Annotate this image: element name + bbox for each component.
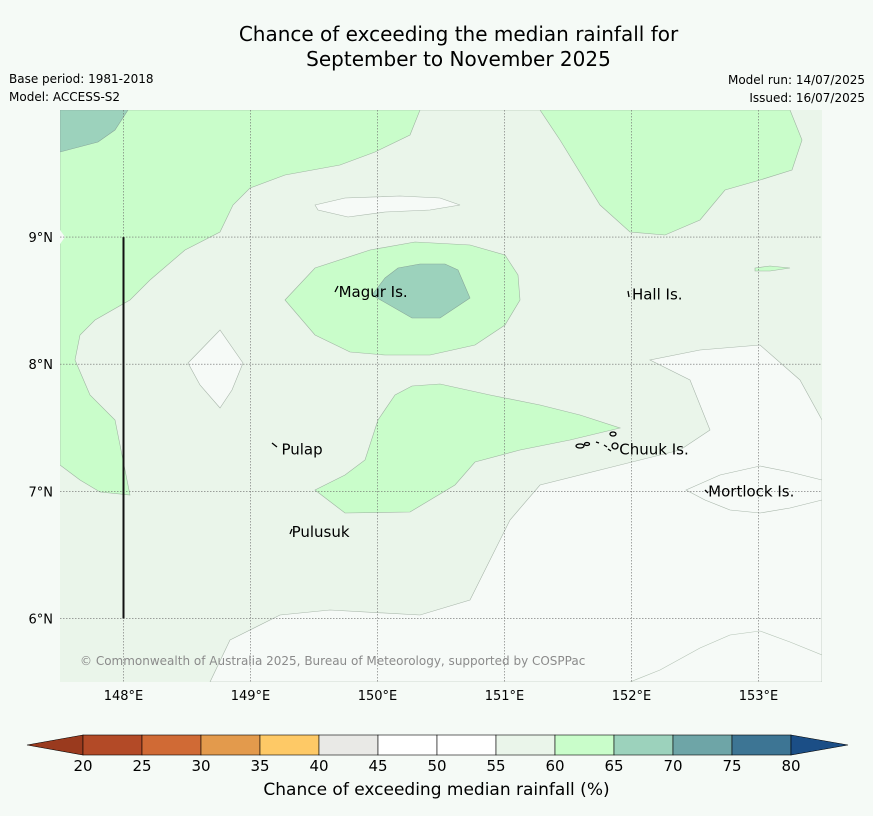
colorbar-tick: 75 [722,757,742,775]
colorbar-tick: 70 [663,757,683,775]
place-label: Hall Is. [632,285,683,303]
colorbar-tick: 30 [191,757,211,775]
map-title: Chance of exceeding the median rainfall … [0,22,873,72]
title-line-1: Chance of exceeding the median rainfall … [238,22,679,46]
colorbar-tick: 60 [545,757,565,775]
place-label: Pulap [281,440,322,458]
field-60-65-sliver [754,265,791,272]
copyright-text: © Commonwealth of Australia 2025, Bureau… [80,654,585,668]
field-65-70-magur [371,263,471,319]
island-magur [334,285,339,293]
field-45-55-mortlock [685,465,822,514]
colorbar-segment [731,734,792,756]
colorbar-segment [436,734,497,756]
colorbar-segment [141,734,202,756]
colorbar-tick: 20 [73,757,93,775]
island-pulap [271,442,278,448]
lon-tick-label: 151°E [485,689,525,704]
field-45-55-streak [314,195,461,218]
island-chuuk [575,431,619,452]
colorbar-segment [82,734,143,756]
lon-tick-label: 150°E [358,689,398,704]
lat-tick-label: 6°N [29,612,54,627]
gridlines [60,110,822,682]
lon-tick-label: 153°E [739,689,779,704]
colorbar-tick: 80 [781,757,801,775]
base-period: Base period: 1981-2018 [9,72,154,86]
axis-tick-labels: 148°E 149°E 150°E 151°E 152°E 153°E 6°N 7°N 8°N 9… [29,231,779,704]
issued-date: Issued: 16/07/2025 [749,91,865,105]
place-label: Magur Is. [339,283,408,301]
island-mortlock [704,489,709,494]
model-run: Model run: 14/07/2025 [727,73,865,87]
lat-tick-label: 8°N [29,358,54,373]
colorbar-segment [672,734,733,756]
island-pulusuk [289,528,293,535]
field-45-55-edge [60,230,65,244]
field-60-65-south [314,383,622,514]
colorbar-over-triangle [790,734,849,756]
field-60-65-northeast [420,110,803,236]
place-label: Chuuk Is. [619,440,688,458]
colorbar-title: Chance of exceeding median rainfall (%) [263,780,610,800]
colorbar-tick: 65 [604,757,624,775]
meta-left: Base period: 1981-2018 Model: ACCESS-S2 [9,70,154,106]
colorbar [26,734,849,756]
field-65-70-corner [60,110,129,153]
colorbar-tick: 35 [250,757,270,775]
colorbar-segment [318,734,379,756]
place-label: Pulusuk [292,523,350,541]
contour-line-south [629,630,822,682]
lon-tick-label: 152°E [612,689,652,704]
place-label: Mortlock Is. [708,482,794,500]
field-45-55-south [209,344,822,682]
contour-fields [60,110,822,682]
place-labels: Magur Is. Hall Is. Pulap Chuuk Is. Mortlock … [281,283,794,541]
island-hall [627,290,630,298]
island-glyphs [271,285,709,535]
colorbar-segment [613,734,674,756]
lat-tick-label: 9°N [29,231,54,246]
colorbar-segment [259,734,320,756]
colorbar-tick: 40 [309,757,329,775]
colorbar-tick: 55 [486,757,506,775]
colorbar-under-triangle [26,734,84,756]
field-60-65-northwest [60,110,421,496]
colorbar-tick: 50 [427,757,447,775]
meta-right: Model run: 14/07/2025 Issued: 16/07/2025 [728,71,865,107]
colorbar-segment [495,734,556,756]
lon-tick-label: 148°E [104,689,144,704]
colorbar-tick: 45 [368,757,388,775]
colorbar-segment [377,734,438,756]
colorbar-segment [554,734,615,756]
field-45-55-diamond [187,329,244,409]
lat-tick-label: 7°N [29,485,54,500]
colorbar-tick: 25 [132,757,152,775]
colorbar-segment [200,734,261,756]
title-line-2: September to November 2025 [306,47,611,71]
model-name: Model: ACCESS-S2 [9,90,121,104]
lon-tick-label: 149°E [231,689,271,704]
